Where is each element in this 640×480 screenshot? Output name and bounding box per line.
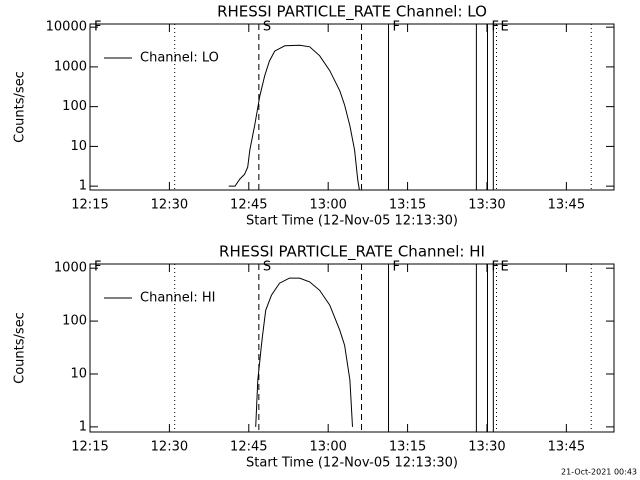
x-tick-label: 13:00 [309,440,346,455]
y-tick-label: 10000 [46,20,87,35]
footer: 21-Oct-2021 00:43 [561,468,637,477]
chart-title: RHESSI PARTICLE_RATE Channel: LO [217,3,487,22]
y-tick-label: 10 [70,139,87,154]
x-tick-label: 12:45 [230,198,267,213]
plot-frame [89,263,615,433]
x-tick-label: 13:00 [309,198,346,213]
marker-label: F [491,260,498,275]
marker-label: F [393,260,400,275]
x-tick-label: 13:30 [468,198,505,213]
legend-label: Channel: HI [140,291,216,306]
plot-frame [89,23,615,191]
x-axis-label: Start Time (12-Nov-05 12:13:30) [246,456,458,471]
y-axis-label: Counts/sec [13,312,28,384]
y-tick-label: 1 [79,179,87,194]
legend-label: Channel: LO [140,51,219,66]
marker-label: S [263,20,271,35]
y-tick-label: 100 [62,99,87,114]
marker-label: F [94,20,101,35]
x-tick-label: 13:45 [548,440,585,455]
marker-label: F [393,20,400,35]
y-tick-label: 1000 [54,59,87,74]
x-tick-label: 13:15 [389,198,426,213]
x-tick-label: 12:15 [71,198,108,213]
marker-label: F [94,260,101,275]
y-tick-label: 1000 [54,261,87,276]
x-tick-label: 13:15 [389,440,426,455]
y-tick-label: 10 [70,366,87,381]
x-tick-label: 12:30 [151,440,188,455]
x-tick-label: 12:45 [230,440,267,455]
x-tick-label: 12:15 [71,440,108,455]
y-tick-label: 100 [62,314,87,329]
data-line [228,44,360,190]
x-tick-label: 13:30 [468,440,505,455]
x-tick-label: 13:45 [548,198,585,213]
marker-label: S [263,260,271,275]
marker-label: E [500,20,508,35]
chart-title: RHESSI PARTICLE_RATE Channel: HI [219,243,485,262]
x-axis-label: Start Time (12-Nov-05 12:13:30) [246,214,458,229]
y-tick-label: 1 [79,419,87,434]
y-axis-label: Counts/sec [13,71,28,143]
marker-label: F [491,20,498,35]
data-line [255,277,353,427]
marker-label: E [500,260,508,275]
x-tick-label: 12:30 [151,198,188,213]
